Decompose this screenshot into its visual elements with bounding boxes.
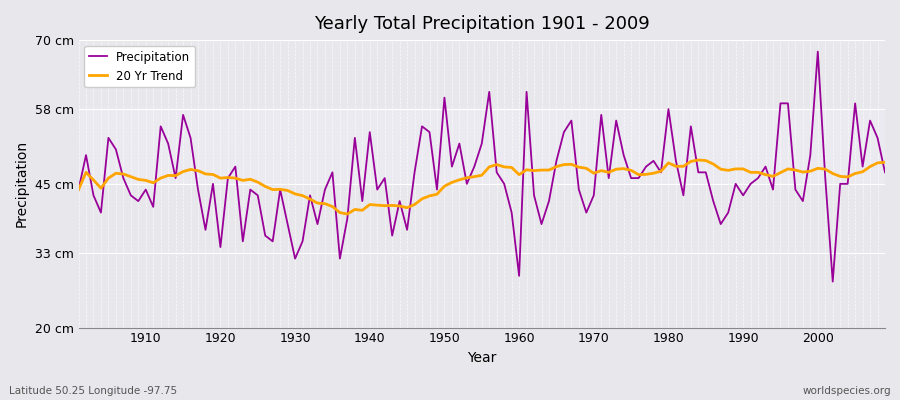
20 Yr Trend — [611, 167, 622, 172]
X-axis label: Year: Year — [467, 351, 497, 365]
Precipitation — [827, 279, 838, 284]
Line: 20 Yr Trend: 20 Yr Trend — [78, 160, 885, 214]
20 Yr Trend — [133, 177, 144, 182]
Precipitation — [73, 187, 84, 192]
20 Yr Trend — [693, 158, 704, 162]
Precipitation — [514, 274, 525, 278]
Precipitation — [813, 49, 824, 54]
Title: Yearly Total Precipitation 1901 - 2009: Yearly Total Precipitation 1901 - 2009 — [314, 15, 650, 33]
20 Yr Trend — [342, 212, 353, 216]
20 Yr Trend — [349, 207, 360, 212]
Precipitation — [506, 210, 517, 215]
Line: Precipitation: Precipitation — [78, 52, 885, 282]
20 Yr Trend — [879, 160, 890, 165]
Precipitation — [297, 239, 308, 244]
Precipitation — [133, 199, 144, 204]
20 Yr Trend — [297, 193, 308, 198]
Y-axis label: Precipitation: Precipitation — [15, 140, 29, 228]
Text: Latitude 50.25 Longitude -97.75: Latitude 50.25 Longitude -97.75 — [9, 386, 177, 396]
Precipitation — [342, 216, 353, 221]
20 Yr Trend — [514, 172, 525, 177]
20 Yr Trend — [521, 167, 532, 172]
Legend: Precipitation, 20 Yr Trend: Precipitation, 20 Yr Trend — [85, 46, 195, 87]
Precipitation — [879, 170, 890, 175]
20 Yr Trend — [73, 187, 84, 192]
Bar — [78, 109, 885, 184]
Precipitation — [603, 176, 614, 180]
Text: worldspecies.org: worldspecies.org — [803, 386, 891, 396]
